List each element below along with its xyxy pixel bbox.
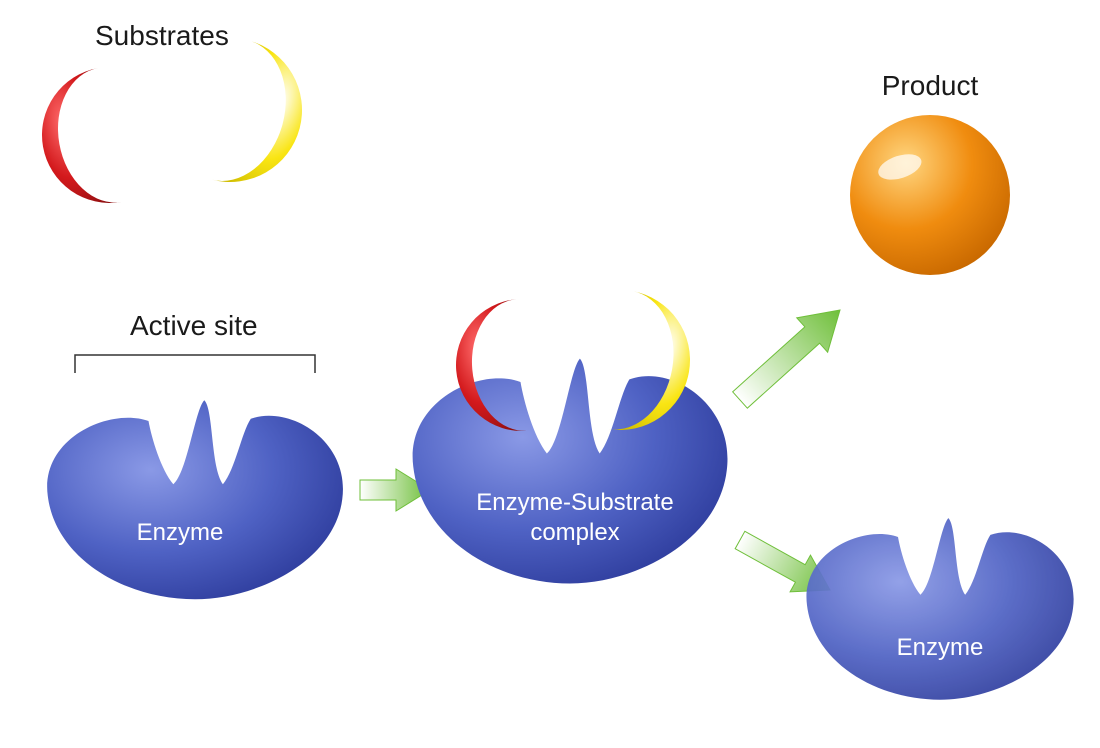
enzyme-left-shape <box>47 400 343 599</box>
substrate-yellow-shape <box>211 40 318 198</box>
complex-label-line1: Enzyme-Substrate <box>476 489 673 516</box>
active-site-label: Active site <box>130 310 258 341</box>
enzyme-right-shape <box>806 518 1073 700</box>
active-site-bracket <box>75 355 315 373</box>
enzyme-right-label: Enzyme <box>897 634 984 661</box>
substrate-red-shape <box>31 68 122 214</box>
arrow-complex-to-product <box>725 293 856 417</box>
complex-label-line2: complex <box>530 519 619 546</box>
enzyme-left-label: Enzyme <box>137 519 224 546</box>
product-label: Product <box>882 70 979 101</box>
product-shape <box>850 115 1010 275</box>
enzyme-diagram: Substrates Active site Enzyme Enzyme-Sub… <box>0 0 1100 748</box>
substrates-label: Substrates <box>95 20 229 51</box>
